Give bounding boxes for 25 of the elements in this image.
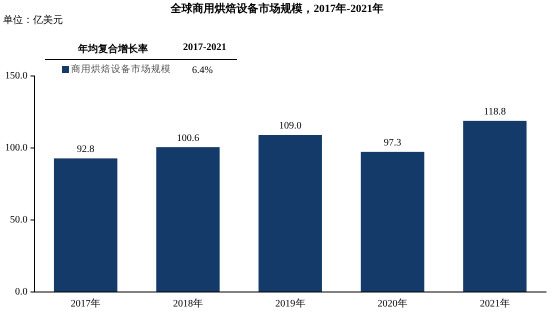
bar: [54, 158, 118, 292]
text: 单位：亿美元: [3, 14, 63, 27]
legend-label: 商用烘焙设备市场规模: [70, 63, 171, 76]
annotation: 6.4%: [192, 65, 213, 76]
bar: [360, 152, 424, 292]
text: 100.6: [176, 132, 200, 144]
chart-title: 全球商用烘焙设备市场规模，2017年-2021年: [170, 2, 384, 16]
x-tick-label: 2018年: [172, 298, 203, 310]
text: 118.8: [484, 106, 506, 118]
bar: [463, 120, 527, 292]
x-tick-label: 2019年: [275, 298, 306, 310]
text: 年均复合增长率: [78, 42, 148, 56]
text: 92.8: [76, 144, 94, 155]
x-tick-label: 2017年: [70, 298, 101, 310]
bar: [156, 147, 220, 292]
y-tick-label: 0.0: [15, 286, 28, 298]
y-tick-label: 100.0: [5, 142, 28, 154]
y-tick-label: 50.0: [10, 214, 28, 226]
bar: [258, 135, 322, 292]
text: 109.0: [279, 120, 302, 132]
x-tick-label: 2021年: [480, 298, 510, 310]
text: 2017-2021: [183, 42, 226, 53]
text: 97.3: [384, 138, 402, 149]
x-tick-label: 2020年: [378, 298, 408, 310]
y-tick-label: 150.0: [5, 70, 28, 82]
